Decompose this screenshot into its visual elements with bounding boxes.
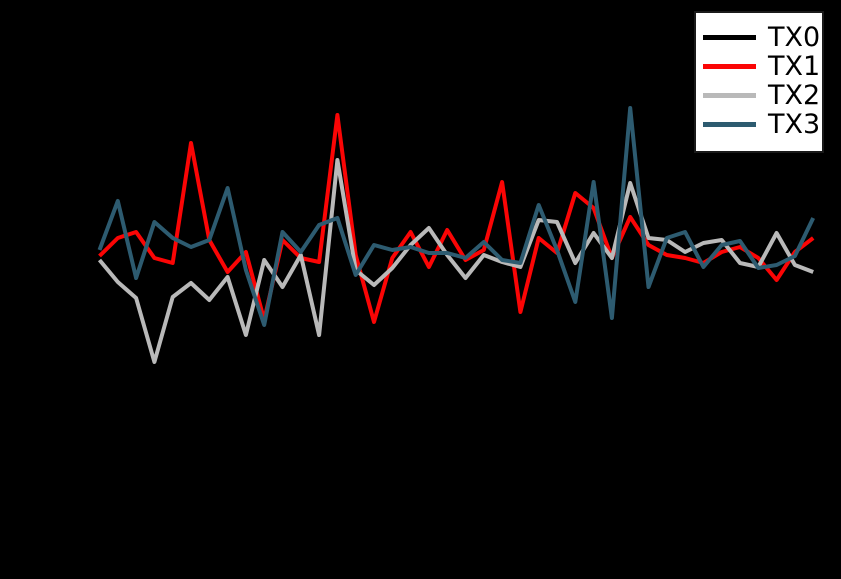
legend-row-TX0: TX0: [703, 23, 822, 52]
series-line-TX3: [97, 106, 816, 327]
legend-label: TX2: [768, 80, 821, 111]
legend-row-TX1: TX1: [703, 52, 822, 81]
legend-line-sample-TX3: [703, 122, 756, 127]
legend-line-sample-TX1: [703, 64, 756, 69]
legend-line-sample-TX0: [703, 35, 756, 40]
legend-label: TX3: [768, 109, 821, 140]
legend-label: TX0: [768, 22, 821, 53]
legend-label: TX1: [768, 51, 821, 82]
legend-line-sample-TX2: [703, 93, 756, 98]
legend-row-TX3: TX3: [703, 110, 822, 139]
legend-box: TX0 TX1 TX2 TX3: [694, 11, 824, 153]
legend-row-TX2: TX2: [703, 81, 822, 110]
series-line-TX1: [98, 113, 815, 324]
